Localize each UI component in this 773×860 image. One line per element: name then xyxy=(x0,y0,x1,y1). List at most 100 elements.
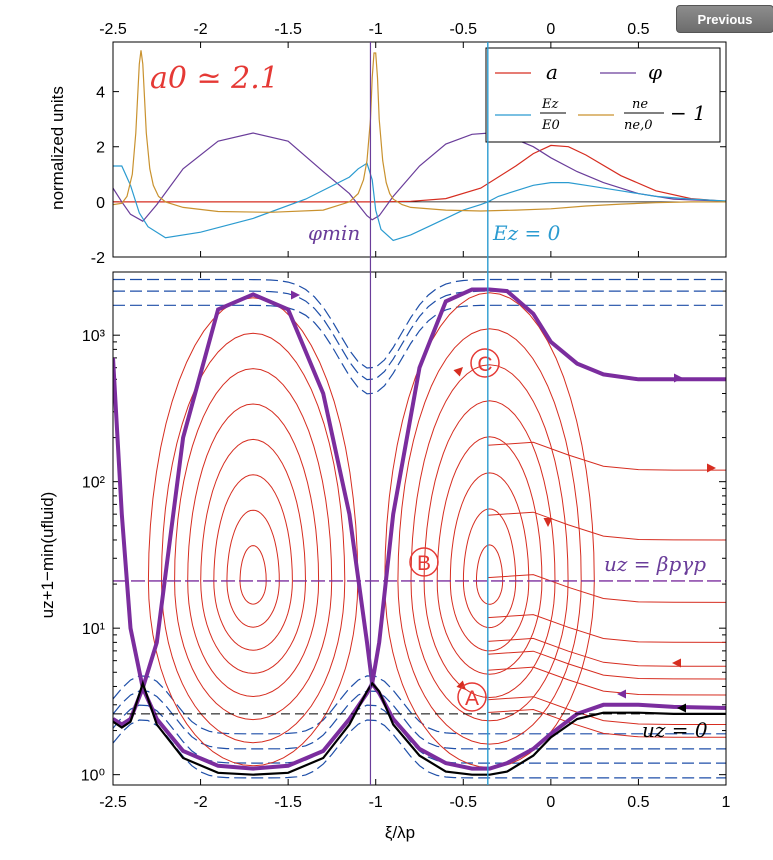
bottom-y-ticks: 10⁰ 10¹ 10² 10³ xyxy=(81,290,726,785)
top-y-tick-label: 0 xyxy=(96,195,105,212)
open-streamline xyxy=(487,441,726,471)
top-panel: -2.5 -2 -1.5 -1 -0.5 0 0.5 -2 0 2 4 normalized un… xyxy=(48,21,727,267)
trapped-orbit xyxy=(397,328,582,745)
top-y-axis-label: normalized units xyxy=(48,86,67,210)
trapped-orbit xyxy=(239,545,267,605)
separatrix-line xyxy=(113,287,726,689)
open-streamline xyxy=(487,637,726,667)
legend-label-ez-num: Ez xyxy=(541,97,558,112)
beta-gamma-annotation: uz = βpγp xyxy=(604,552,706,576)
trapped-orbit xyxy=(213,474,293,651)
bottom-frame xyxy=(112,271,727,786)
legend-label-a: a xyxy=(546,60,558,84)
legend-label-ez-den: E0 xyxy=(541,118,560,133)
open-streamline xyxy=(487,650,726,680)
top-x-tick-label: 0 xyxy=(546,21,555,38)
bottom-y-tick-label: 10¹ xyxy=(82,621,105,638)
untrapped-orbit-lower xyxy=(113,675,726,735)
legend-box xyxy=(485,47,721,143)
point-label-c-text: C xyxy=(477,353,492,376)
bottom-y-tick-label: 10³ xyxy=(82,328,106,345)
flow-arrow xyxy=(677,703,686,713)
bottom-y-tick-label: 10² xyxy=(82,475,106,492)
flow-arrow xyxy=(674,373,683,383)
flow-arrow xyxy=(617,689,626,699)
untrapped-orbit-lower xyxy=(113,719,726,779)
untrapped-orbit-upper xyxy=(113,278,726,369)
open-streamline xyxy=(487,666,726,696)
bottom-x-tick-label: 1 xyxy=(722,794,731,811)
top-y-tick-label: 2 xyxy=(96,140,105,157)
trapped-orbits xyxy=(147,292,726,769)
a0-annotation: a0 ≃ 2.1 xyxy=(150,61,279,96)
point-label-a: A xyxy=(457,682,487,712)
legend-label-ne-num: ne xyxy=(632,97,648,112)
bottom-x-tick-label: -0.5 xyxy=(449,794,477,811)
top-plot-area xyxy=(113,50,726,242)
top-x-tick-label: -2 xyxy=(193,21,207,38)
bottom-x-tick-label: 0 xyxy=(546,794,555,811)
bottom-x-tick-label: -1.5 xyxy=(274,794,302,811)
legend-label-ne-suffix: − 1 xyxy=(670,101,706,125)
bottom-x-ticks: -2.5 -2 -1.5 -1 -0.5 0 0.5 1 xyxy=(99,272,731,811)
open-streamline xyxy=(487,574,726,603)
untrapped-orbit-lower xyxy=(113,690,726,750)
top-x-tick-label: -2.5 xyxy=(99,21,127,38)
trapped-orbit xyxy=(187,403,320,698)
top-x-tick-label: 0.5 xyxy=(627,21,649,38)
trapped-orbit xyxy=(174,368,333,721)
flow-arrow xyxy=(672,658,681,668)
flow-arrow xyxy=(707,463,716,473)
top-y-tick-label: -2 xyxy=(91,250,105,267)
open-streamline xyxy=(487,614,726,643)
trapped-orbit xyxy=(449,472,530,652)
phi-min-annotation: φmin xyxy=(308,221,360,245)
series-ne-line xyxy=(113,50,726,213)
trapped-orbit xyxy=(200,438,306,674)
trapped-orbit xyxy=(476,544,504,605)
bottom-plot-area xyxy=(113,278,726,779)
top-x-tick-label: -1.5 xyxy=(274,21,302,38)
bottom-x-tick-label: -2.5 xyxy=(99,794,127,811)
top-y-tick-label: 4 xyxy=(96,85,105,102)
flow-arrow xyxy=(291,290,300,300)
trapped-orbit xyxy=(160,332,346,744)
top-x-tick-label: -0.5 xyxy=(449,21,477,38)
untrapped-orbit-upper xyxy=(113,290,726,381)
flow-arrow xyxy=(456,680,466,690)
point-label-b-text: B xyxy=(417,552,431,575)
uz-zero-annotation: uz = 0 xyxy=(642,718,708,742)
previous-button[interactable]: Previous xyxy=(676,5,773,33)
ez-zero-annotation: Ez = 0 xyxy=(492,221,561,245)
bottom-x-tick-label: 0.5 xyxy=(627,794,649,811)
bottom-x-axis-label: ξ/λp xyxy=(385,823,415,842)
bottom-y-axis-label: uz+1−min(ufluid) xyxy=(38,492,57,619)
legend-label-ne-den: ne,0 xyxy=(624,118,652,133)
open-streamline xyxy=(487,511,726,541)
top-top-ticks: -2.5 -2 -1.5 -1 -0.5 0 0.5 xyxy=(99,21,650,257)
series-ez-line xyxy=(113,162,726,242)
trapped-orbit xyxy=(147,297,359,767)
top-legend: a φ Ez E0 ne ne,0 − 1 xyxy=(485,47,721,143)
point-label-a-text: A xyxy=(465,687,479,710)
trapped-orbit xyxy=(226,509,280,628)
open-streamline xyxy=(487,708,726,738)
uz-zero-curve xyxy=(113,679,726,776)
series-a-line xyxy=(113,144,726,203)
bottom-y-tick-label: 10⁰ xyxy=(81,768,105,785)
legend-label-phi: φ xyxy=(648,60,662,84)
open-streamline xyxy=(487,696,726,725)
point-label-c: C xyxy=(470,348,500,378)
flow-arrow xyxy=(453,367,463,377)
top-x-tick-label: -1 xyxy=(369,21,383,38)
bottom-x-tick-label: -1 xyxy=(369,794,383,811)
trapped-orbit xyxy=(410,364,569,722)
trapped-orbit xyxy=(462,508,517,629)
bottom-x-tick-label: -2 xyxy=(193,794,207,811)
flow-arrow xyxy=(543,518,553,527)
series-phi-line xyxy=(113,132,726,222)
bottom-panel: -2.5 -2 -1.5 -1 -0.5 0 0.5 1 10⁰ 10¹ 10² 10³ A B C… xyxy=(38,271,731,842)
top-frame xyxy=(112,41,727,258)
flow-arrows xyxy=(291,290,716,713)
